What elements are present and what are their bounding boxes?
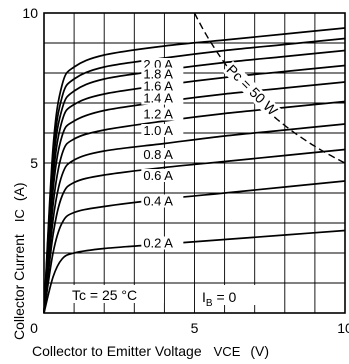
temperature-annotation: Tc = 25 °C (66, 285, 164, 303)
y-tick-label: 10 (22, 5, 38, 21)
series-label-text: 0.8 A (143, 147, 173, 162)
x-tick-label: 5 (191, 320, 199, 336)
series-label: 1.0 A (141, 123, 183, 138)
series-label-text: 0.4 A (143, 194, 173, 209)
series-label: 0.6 A (141, 168, 183, 183)
series-label-text: 1.4 A (143, 91, 173, 106)
series-label-text: 0.2 A (143, 236, 173, 251)
x-tick-label: 10 (337, 320, 349, 336)
origin-tick-label: 0 (30, 320, 38, 336)
series-label-text: 0.6 A (143, 168, 173, 183)
series-label-text: 1.0 A (143, 123, 173, 138)
series-label: 0.2 A (141, 236, 183, 251)
y-tick-label: 5 (30, 155, 38, 171)
series-label: 0.4 A (141, 194, 183, 209)
series-label-text: 1.2 A (143, 107, 173, 122)
temperature-label: Tc = 25 °C (72, 287, 137, 303)
series-label: 0.8 A (141, 147, 183, 162)
series-label: 1.2 A (141, 107, 183, 122)
series-label: 1.4 A (141, 91, 183, 106)
x-axis-label: Collector to Emitter Voltage VCE (V) (32, 343, 269, 359)
